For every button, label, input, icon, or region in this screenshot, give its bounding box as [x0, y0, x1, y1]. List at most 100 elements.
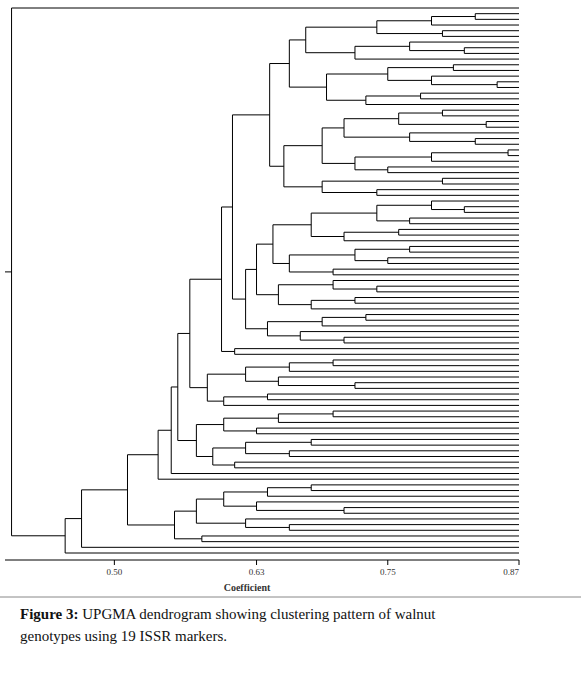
cluster-link — [377, 190, 519, 196]
x-tick — [519, 560, 520, 565]
caption: Figure 3: UPGMA dendrogram showing clust… — [20, 603, 490, 647]
cluster-link — [333, 411, 519, 417]
cluster-link — [355, 249, 410, 260]
cluster-link — [333, 281, 519, 290]
cluster-link — [377, 205, 432, 221]
cluster-link — [246, 442, 312, 453]
cluster-link — [410, 218, 519, 224]
cluster-link — [289, 40, 326, 87]
cluster-link — [270, 64, 290, 167]
chart: 0.500.630.750.87Coefficient — [0, 0, 581, 600]
cluster-link — [442, 110, 519, 116]
cluster-link — [246, 367, 290, 381]
separator — [0, 597, 581, 598]
cluster-link — [432, 201, 519, 210]
cluster-link — [267, 322, 322, 336]
x-tick-label: 0.87 — [503, 567, 519, 577]
cluster-link — [311, 439, 519, 445]
cluster-link — [497, 82, 519, 88]
cluster-link — [355, 383, 519, 389]
cluster-link — [344, 232, 519, 241]
cluster-link — [82, 490, 519, 547]
cluster-link — [432, 17, 519, 26]
cluster-link — [289, 363, 519, 372]
cluster-link — [257, 244, 279, 295]
cluster-link — [306, 27, 377, 53]
cluster-link — [344, 119, 410, 137]
caption-label: Figure 3: — [20, 606, 78, 622]
cluster-link — [475, 14, 519, 20]
cluster-link — [196, 499, 245, 523]
cluster-link — [267, 488, 519, 497]
cluster-link — [355, 298, 519, 304]
cluster-link — [278, 377, 519, 386]
cluster-link — [222, 207, 235, 351]
cluster-link — [284, 146, 322, 187]
cluster-link — [442, 31, 519, 37]
cluster-link — [65, 519, 519, 553]
root-stem — [5, 271, 12, 272]
cluster-link — [311, 485, 519, 491]
cluster-link — [257, 428, 519, 434]
caption-text: UPGMA dendrogram showing clustering patt… — [20, 606, 436, 644]
cluster-link — [178, 333, 197, 440]
cluster-link — [171, 387, 519, 474]
cluster-link — [322, 128, 355, 163]
x-tick — [256, 560, 257, 565]
cluster-link — [410, 133, 519, 142]
cluster-link — [311, 213, 377, 236]
cluster-link — [300, 332, 519, 341]
cluster-link — [322, 317, 519, 326]
cluster-link — [432, 76, 519, 85]
cluster-link — [311, 300, 519, 309]
cluster-link — [432, 153, 519, 162]
cluster-link — [278, 285, 333, 305]
cluster-link — [464, 48, 519, 54]
cluster-link — [322, 181, 442, 192]
cluster-link — [486, 122, 519, 128]
cluster-link — [158, 430, 519, 479]
x-tick-label: 0.63 — [249, 567, 265, 577]
cluster-link — [207, 374, 245, 401]
cluster-link — [127, 455, 174, 525]
cluster-link — [344, 508, 519, 514]
cluster-link — [232, 115, 269, 299]
cluster-link — [190, 279, 222, 387]
cluster-link — [333, 269, 519, 275]
cluster-link — [224, 397, 519, 406]
cluster-link — [257, 502, 519, 511]
cluster-link — [224, 418, 279, 431]
cluster-link — [410, 42, 519, 51]
x-tick — [114, 560, 115, 565]
cluster-link — [246, 519, 519, 528]
cluster-link — [399, 229, 519, 235]
x-tick-label: 0.75 — [380, 567, 396, 577]
cluster-link — [202, 536, 519, 542]
cluster-link — [508, 150, 519, 156]
x-axis — [5, 560, 519, 561]
cluster-link — [235, 349, 519, 355]
x-tick — [387, 560, 388, 565]
cluster-link — [278, 414, 519, 423]
dendrogram — [5, 8, 519, 553]
cluster-link — [377, 21, 443, 34]
cluster-link — [289, 525, 519, 531]
cluster-link — [410, 246, 519, 252]
cluster-link — [388, 68, 454, 81]
cluster-link — [289, 255, 355, 272]
cluster-link — [377, 286, 519, 292]
cluster-link — [246, 269, 268, 328]
cluster-link — [175, 511, 202, 539]
cluster-link — [289, 451, 519, 457]
cluster-link — [475, 139, 519, 145]
cluster-link — [399, 113, 486, 124]
cluster-link — [366, 315, 519, 321]
cluster-link — [355, 157, 432, 170]
cluster-link — [327, 74, 388, 100]
cluster-link — [196, 425, 223, 457]
cluster-link — [267, 394, 519, 400]
cluster-link — [344, 337, 519, 343]
cluster-link — [235, 462, 519, 468]
cluster-link — [421, 93, 519, 99]
cluster-link — [355, 46, 519, 59]
